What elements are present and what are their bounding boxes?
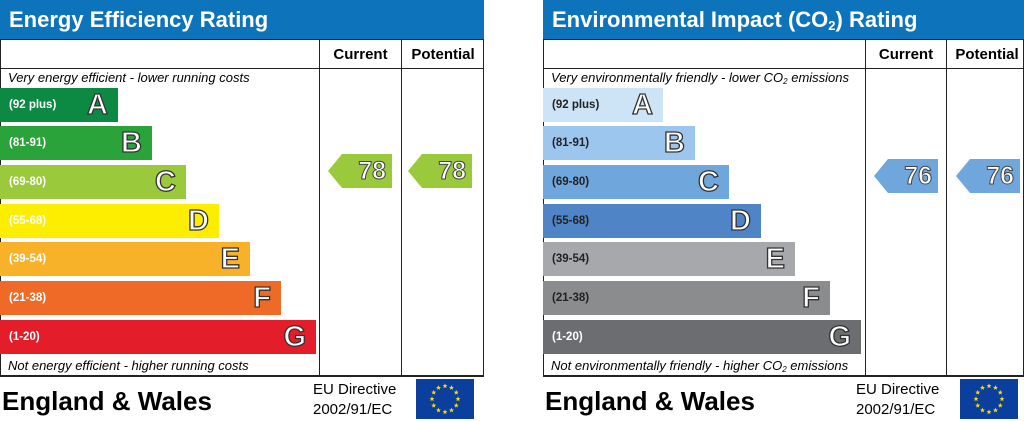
energy-band-letter: A: [86, 88, 108, 121]
energy-band-e: (39-54) E: [0, 242, 250, 276]
energy-potential-header: Potential: [411, 46, 475, 63]
energy-band-letter: E: [220, 242, 241, 275]
energy-band-f: (21-38) F: [0, 281, 281, 315]
energy-potential-arrow: 78: [408, 154, 472, 188]
environment-top-note: Very environmentally friendly - lower CO…: [551, 70, 850, 86]
environment-band-f: (21-38) F: [543, 281, 830, 315]
energy-band-letter: B: [120, 126, 142, 159]
environment-band-d: (55-68) D: [543, 204, 761, 238]
environment-directive: EU Directive 2002/91/EC: [856, 381, 940, 418]
energy-top-note: Very energy efficient - lower running co…: [8, 70, 250, 85]
environment-band-g: (1-20) G: [543, 320, 861, 354]
energy-band-b: (81-91) B: [0, 126, 152, 160]
eu-flag-icon: [960, 379, 1018, 419]
energy-current-value: 78: [358, 157, 387, 186]
energy-band-range: (92 plus): [9, 99, 57, 111]
environment-current-header: Current: [878, 46, 934, 63]
environment-band-range: (21-38): [552, 292, 590, 304]
environmental-impact-panel: Environmental Impact (CO2) Rating Curren…: [543, 0, 1024, 421]
environment-potential-header: Potential: [955, 46, 1019, 63]
environment-band-range: (92 plus): [552, 99, 600, 111]
environment-band-letter: A: [631, 88, 653, 121]
energy-band-letter: G: [283, 320, 307, 353]
energy-efficiency-panel: Energy Efficiency Rating Current Potenti…: [0, 0, 484, 421]
environment-band-letter: E: [765, 242, 786, 275]
environment-band-a: (92 plus) A: [543, 88, 663, 122]
environment-band-letter: B: [663, 126, 685, 159]
environment-band-b: (81-91) B: [543, 126, 695, 160]
environment-potential-value: 76: [986, 162, 1015, 191]
environment-band-range: (81-91): [552, 137, 590, 149]
energy-band-c: (69-80) C: [0, 165, 186, 199]
energy-band-range: (39-54): [9, 253, 47, 265]
environment-band-c: (69-80) C: [543, 165, 729, 199]
environment-bottom-note: Not environmentally friendly - higher CO…: [551, 358, 849, 374]
energy-band-letter: F: [253, 281, 272, 314]
environment-band-range: (69-80): [552, 176, 590, 188]
energy-current-arrow: 78: [328, 154, 392, 188]
environment-region: England & Wales: [545, 386, 755, 416]
energy-bottom-note: Not energy efficient - higher running co…: [8, 358, 249, 373]
environment-current-arrow: 76: [874, 159, 938, 193]
environment-band-range: (39-54): [552, 253, 590, 265]
energy-band-range: (21-38): [9, 292, 47, 304]
environment-band-letter: F: [802, 281, 821, 314]
energy-band-g: (1-20) G: [0, 320, 316, 354]
energy-title: Energy Efficiency Rating: [0, 0, 484, 39]
energy-band-range: (69-80): [9, 176, 47, 188]
environment-band-letter: D: [729, 204, 751, 237]
environment-band-range: (55-68): [552, 215, 590, 227]
energy-directive: EU Directive 2002/91/EC: [313, 381, 397, 418]
environment-band-range: (1-20): [552, 331, 583, 343]
environment-potential-arrow: 76: [956, 159, 1020, 193]
energy-band-range: (55-68): [9, 215, 47, 227]
energy-band-d: (55-68) D: [0, 204, 219, 238]
environment-title: Environmental Impact (CO2) Rating: [543, 0, 1024, 39]
energy-band-range: (81-91): [9, 137, 47, 149]
energy-current-header: Current: [333, 46, 388, 63]
eu-flag-icon: [416, 379, 474, 419]
environment-band-e: (39-54) E: [543, 242, 795, 276]
energy-band-range: (1-20): [9, 331, 40, 343]
energy-band-a: (92 plus) A: [0, 88, 118, 122]
environment-band-letter: C: [697, 165, 719, 198]
energy-band-letter: D: [187, 204, 209, 237]
environment-current-value: 76: [904, 162, 933, 191]
energy-potential-value: 78: [438, 157, 467, 186]
energy-region: England & Wales: [2, 386, 212, 416]
energy-band-letter: C: [154, 165, 176, 198]
environment-band-letter: G: [828, 320, 852, 353]
